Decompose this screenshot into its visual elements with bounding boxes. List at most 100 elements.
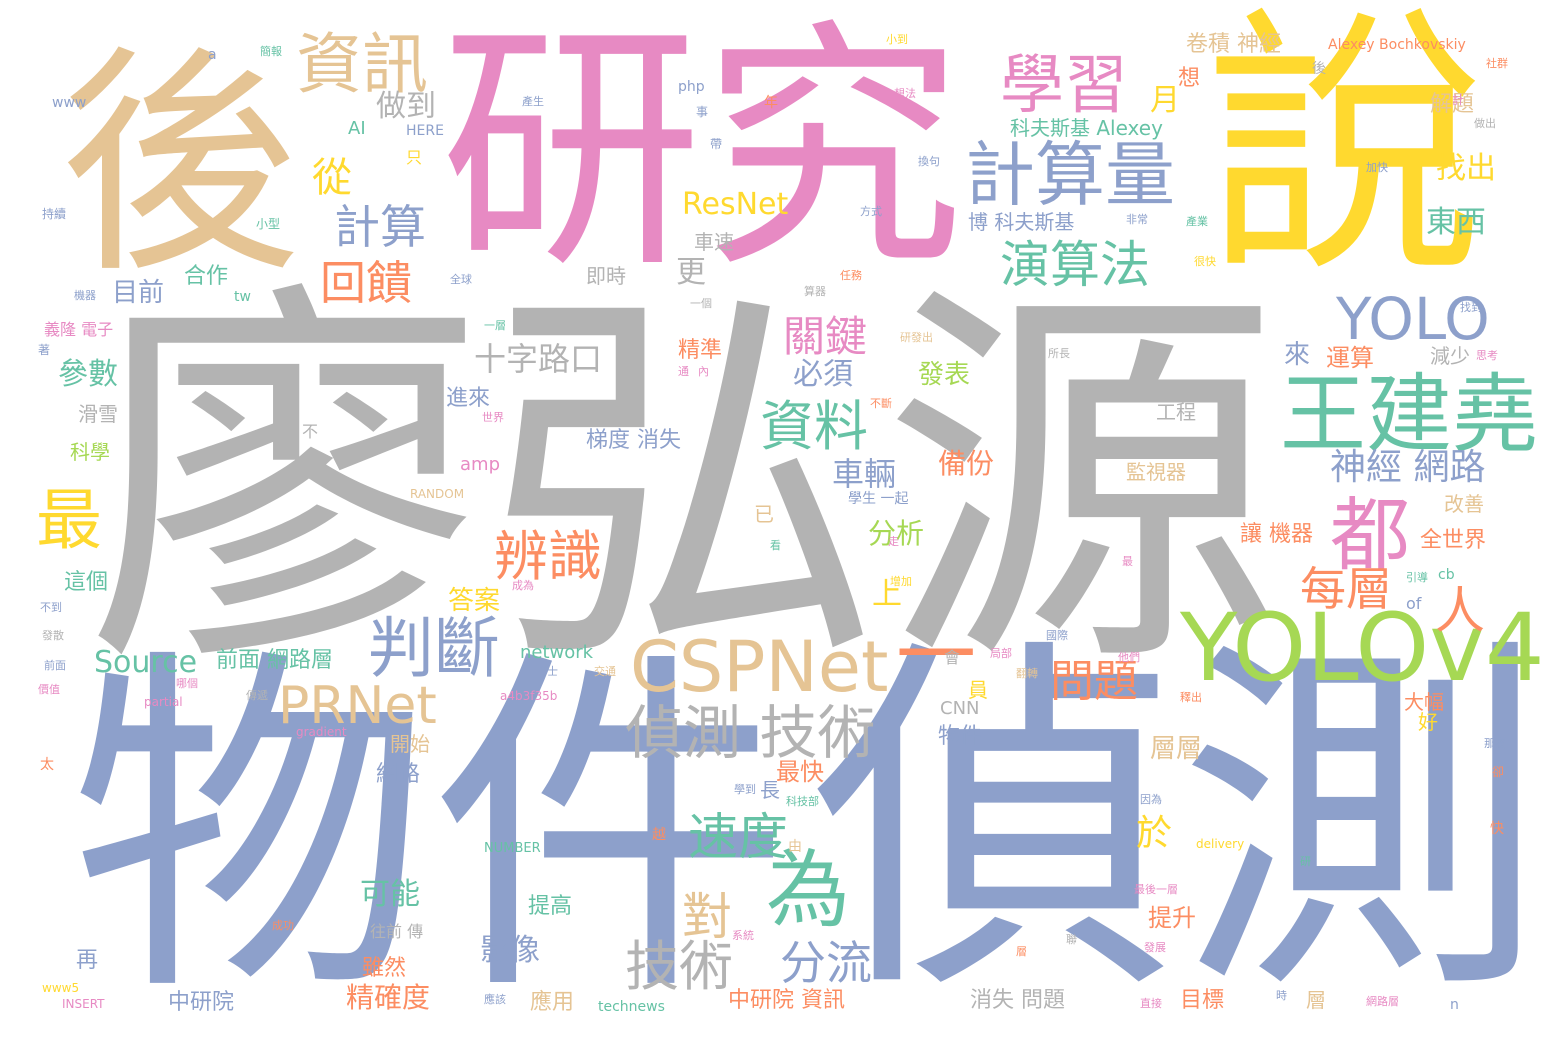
word-local: 局部 bbox=[990, 647, 1012, 660]
word-continuously: 不斷 bbox=[870, 397, 892, 410]
word-yi-already: 已 bbox=[754, 502, 774, 526]
word-month: 月 bbox=[1150, 83, 1180, 118]
word-lai: 來 bbox=[1284, 340, 1311, 370]
word-shi: 事 bbox=[696, 105, 709, 119]
word-learned: 學到 bbox=[734, 783, 756, 796]
word-yi: 一 bbox=[896, 609, 976, 702]
word-calculator: 算器 bbox=[804, 285, 826, 298]
word-they: 他們 bbox=[1118, 651, 1140, 664]
word-in-other-words: 換句 bbox=[918, 155, 940, 168]
word-machine: 機器 bbox=[74, 289, 96, 302]
word-ai: AI bbox=[348, 118, 366, 139]
word-params: 參數 bbox=[58, 357, 118, 392]
word-delivery: delivery bbox=[1196, 837, 1245, 851]
word-things: 東西 bbox=[1426, 205, 1486, 240]
word-key: 關鍵 bbox=[783, 312, 868, 361]
word-let-machine: 讓 機器 bbox=[1240, 522, 1313, 547]
word-must: 必須 bbox=[793, 357, 853, 392]
word-task: 任務 bbox=[840, 269, 862, 282]
word-name: 那麼 bbox=[1484, 737, 1506, 750]
word-academia-sinica: 中研院 bbox=[168, 990, 235, 1015]
word-php: php bbox=[678, 79, 705, 95]
word-make: 做出 bbox=[1474, 117, 1496, 130]
word-ceng: 層 bbox=[1306, 988, 1326, 1012]
word-boost: 提升 bbox=[1148, 904, 1196, 932]
word-yan: 研 bbox=[1300, 855, 1311, 868]
word-monitor: 監視器 bbox=[1126, 460, 1186, 484]
word-kan: 看 bbox=[770, 539, 781, 552]
word-one-unit: 一個 bbox=[690, 297, 712, 310]
word-thinking: 思考 bbox=[1476, 349, 1498, 362]
word-chang: 長 bbox=[760, 778, 780, 802]
word-backup: 備份 bbox=[938, 447, 995, 480]
word-vehicle: 車輛 bbox=[832, 455, 897, 493]
word-small-model: 小型 bbox=[256, 217, 281, 231]
word-gradient-vanish: 梯度 消失 bbox=[586, 428, 681, 453]
word-judge: 判斷 bbox=[368, 610, 500, 687]
word-feedback: 回饋 bbox=[320, 256, 412, 310]
word-zhe: 著 bbox=[38, 343, 51, 357]
word-develop: 發展 bbox=[1144, 941, 1166, 954]
word-cnn: CNN bbox=[940, 698, 980, 719]
word-dou: 都 bbox=[1330, 489, 1410, 582]
word-liao-hong-yuan: 廖弘源 bbox=[86, 252, 1280, 715]
word-cooperate: 合作 bbox=[184, 264, 229, 289]
word-precise: 精準 bbox=[678, 338, 723, 363]
word-idea: 想法 bbox=[894, 87, 916, 100]
word-method: 方式 bbox=[860, 205, 882, 218]
word-time: 時 bbox=[1276, 989, 1287, 1002]
word-zhi: 只 bbox=[406, 148, 423, 167]
word-skiing: 滑雪 bbox=[78, 402, 118, 426]
word-because: 因為 bbox=[1140, 793, 1162, 806]
word-que: 卻 bbox=[1492, 765, 1505, 779]
word-very: 非常 bbox=[1126, 213, 1148, 226]
word-student-together: 學生 一起 bbox=[848, 491, 909, 507]
word-cong: 從 bbox=[312, 155, 352, 201]
word-recognize: 辨識 bbox=[494, 525, 602, 588]
word-traffic: 交通 bbox=[594, 665, 616, 678]
word-one-layer: 一層 bbox=[484, 319, 506, 332]
word-accuracy: 精確度 bbox=[346, 981, 431, 1014]
word-wu-jian: 物件 bbox=[70, 620, 790, 1039]
word-start: 開始 bbox=[390, 732, 430, 756]
word-www: www bbox=[52, 95, 87, 111]
word-sinica-info: 中研院 資訊 bbox=[728, 988, 845, 1013]
word-zui-small: 最 bbox=[1122, 555, 1133, 568]
word-value: 價值 bbox=[38, 683, 60, 696]
word-release: 釋出 bbox=[1180, 691, 1202, 704]
word-to-small: 小到 bbox=[886, 33, 908, 46]
word-yolo: YOLO bbox=[1336, 285, 1490, 353]
word-wang-jian-yao: 王建堯 bbox=[1280, 365, 1538, 465]
word-ren: 人 bbox=[1435, 582, 1485, 640]
word-prnet: PRNet bbox=[278, 676, 437, 736]
word-zhen-ce: 偵測 bbox=[810, 609, 1546, 1038]
word-a: a bbox=[208, 47, 217, 63]
word-target: 目標 bbox=[1180, 988, 1225, 1013]
word-front-layer: 前面 網路層 bbox=[216, 648, 333, 673]
word-currently: 目前 bbox=[112, 278, 165, 308]
word-achieve: 做到 bbox=[376, 89, 436, 124]
word-increase: 增加 bbox=[890, 575, 912, 588]
word-alexey-bochkovskiy: Alexey Bochkovskiy bbox=[1328, 37, 1466, 53]
word-directly: 直接 bbox=[1140, 997, 1162, 1010]
word-of: of bbox=[1406, 594, 1422, 613]
word-info: 資訊 bbox=[296, 26, 428, 103]
word-guide: 引導 bbox=[1406, 571, 1428, 584]
word-briefing: 簡報 bbox=[260, 45, 282, 58]
word-network-layer: 網路層 bbox=[1366, 995, 1399, 1008]
word-geng: 更 bbox=[676, 255, 706, 290]
word-most: 科技部 bbox=[786, 795, 819, 808]
word-director: 所長 bbox=[1048, 347, 1070, 360]
word-calc: 計算 bbox=[334, 200, 426, 254]
word-less-than: 不到 bbox=[40, 601, 62, 614]
word-conv-neural: 卷積 神經 bbox=[1186, 32, 1281, 57]
word-community: 社群 bbox=[1486, 57, 1508, 70]
word-diverge: 發散 bbox=[42, 629, 64, 642]
word-quickly: 很快 bbox=[1194, 255, 1216, 268]
word-cb: cb bbox=[1438, 567, 1455, 583]
word-speed-up: 加快 bbox=[1366, 161, 1388, 174]
word-object: 物件 bbox=[938, 724, 983, 749]
word-hash: a4b3f35b bbox=[500, 689, 558, 703]
word-nian: 年 bbox=[764, 95, 778, 111]
